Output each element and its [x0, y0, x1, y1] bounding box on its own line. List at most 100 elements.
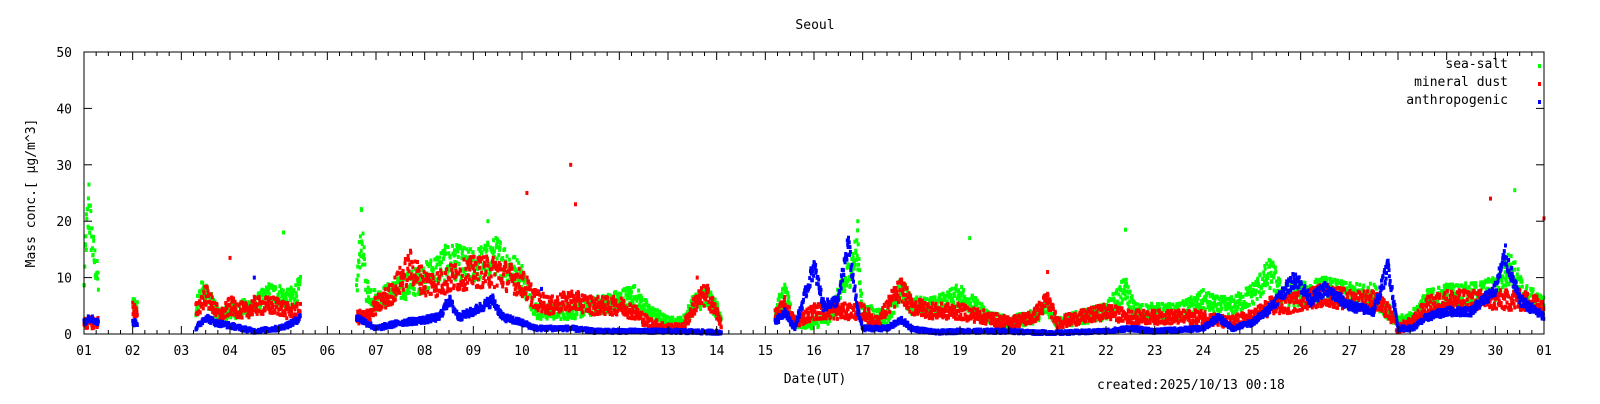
data-point	[247, 315, 251, 320]
data-point	[588, 303, 592, 308]
data-point	[439, 260, 443, 265]
data-point	[938, 306, 942, 311]
data-point	[1287, 303, 1291, 308]
data-point	[295, 301, 299, 306]
data-point	[603, 303, 607, 308]
data-point	[1530, 292, 1533, 297]
data-point	[518, 278, 521, 283]
data-point	[261, 297, 265, 302]
data-point	[1318, 279, 1322, 284]
data-point	[522, 270, 526, 275]
data-point	[1271, 260, 1275, 265]
data-point	[1248, 286, 1252, 291]
data-point	[644, 309, 648, 314]
data-point	[927, 305, 931, 310]
data-point	[633, 284, 637, 288]
data-point	[1352, 289, 1356, 294]
data-point	[1125, 281, 1129, 286]
data-point	[1184, 298, 1188, 303]
data-point	[258, 305, 262, 310]
data-point	[358, 234, 362, 239]
data-point	[429, 262, 432, 267]
data-point	[839, 305, 843, 310]
data-point	[873, 308, 877, 313]
data-point	[552, 309, 556, 314]
data-point	[607, 309, 611, 314]
data-point	[485, 248, 489, 253]
data-point	[1198, 303, 1202, 308]
data-point	[482, 247, 486, 252]
data-point	[449, 263, 453, 268]
data-point	[427, 272, 431, 277]
data-point	[504, 264, 507, 269]
data-point	[263, 290, 266, 294]
data-point	[540, 309, 544, 314]
data-point	[410, 260, 414, 265]
data-point	[257, 291, 261, 296]
data-point	[878, 321, 882, 326]
data-point	[947, 295, 951, 300]
data-point	[266, 290, 270, 295]
data-point	[1241, 306, 1245, 311]
data-point	[969, 301, 972, 306]
data-point	[534, 288, 538, 293]
data-point	[642, 307, 646, 312]
data-point	[832, 312, 836, 317]
data-point	[534, 306, 538, 311]
data-point	[436, 293, 439, 298]
data-point	[501, 280, 505, 285]
data-point	[842, 308, 846, 313]
data-point	[292, 305, 295, 310]
data-point	[471, 250, 475, 255]
data-point	[808, 319, 812, 324]
data-point	[1121, 290, 1125, 295]
data-point	[208, 307, 212, 311]
data-point	[478, 265, 482, 270]
data-point	[972, 298, 976, 303]
data-point	[1111, 292, 1115, 297]
data-point	[574, 306, 578, 311]
data-point	[529, 302, 533, 307]
data-point	[454, 260, 458, 265]
data-point	[289, 306, 293, 311]
data-point	[135, 313, 139, 318]
data-point	[368, 317, 372, 322]
data-point	[938, 299, 942, 304]
data-point	[360, 239, 364, 244]
data-point	[537, 312, 540, 317]
data-point	[880, 311, 884, 316]
data-point	[498, 245, 502, 250]
data-point	[1243, 305, 1247, 309]
data-point	[888, 309, 892, 314]
data-point	[637, 288, 641, 293]
data-point	[1500, 278, 1504, 282]
data-point	[402, 291, 406, 295]
data-point	[436, 281, 440, 286]
data-point	[252, 299, 256, 304]
data-point	[886, 305, 890, 310]
data-point	[298, 309, 302, 314]
data-point	[396, 270, 400, 275]
data-point	[918, 300, 922, 305]
data-point	[219, 309, 223, 314]
data-point	[407, 269, 411, 274]
data-point	[818, 316, 822, 321]
data-point	[407, 290, 411, 295]
data-point	[933, 295, 937, 300]
data-point	[1150, 301, 1154, 306]
data-point	[279, 306, 283, 311]
data-point	[889, 294, 893, 299]
data-point	[632, 304, 636, 309]
data-point	[959, 293, 963, 298]
data-point	[679, 315, 682, 320]
data-point	[895, 289, 899, 294]
data-point	[1168, 306, 1172, 311]
data-point	[376, 307, 380, 312]
data-point	[1465, 287, 1469, 292]
data-point	[384, 303, 388, 308]
data-point	[1045, 310, 1049, 315]
data-point	[201, 302, 205, 307]
data-point	[696, 296, 700, 301]
data-point	[1257, 281, 1261, 286]
data-point	[599, 308, 602, 313]
